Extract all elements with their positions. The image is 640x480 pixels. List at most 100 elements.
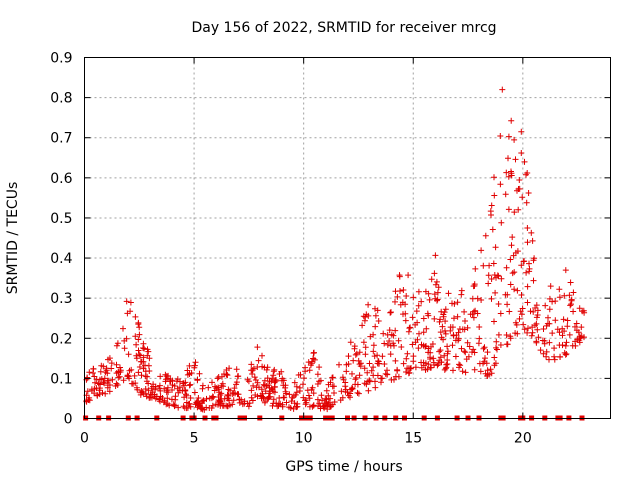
data-point <box>519 194 526 201</box>
data-point <box>504 301 511 308</box>
data-point <box>259 352 265 359</box>
data-point <box>171 403 178 410</box>
data-point <box>384 341 391 348</box>
data-point <box>520 321 527 328</box>
data-point <box>108 365 115 372</box>
data-point <box>196 370 203 377</box>
data-point <box>414 336 421 343</box>
data-point <box>462 369 469 376</box>
data-point <box>524 283 531 290</box>
data-point <box>186 362 193 369</box>
data-point <box>415 302 422 309</box>
data-point <box>362 351 369 358</box>
data-point <box>344 389 351 396</box>
data-point <box>508 242 515 249</box>
data-point <box>217 392 224 398</box>
data-point <box>436 348 443 355</box>
data-point <box>166 402 173 409</box>
data-point <box>340 376 347 383</box>
data-point <box>195 395 202 401</box>
data-point <box>478 247 485 254</box>
data-point <box>530 308 537 315</box>
data-point <box>138 358 145 365</box>
data-point <box>423 343 429 349</box>
data-point <box>444 343 451 350</box>
data-point <box>236 399 243 406</box>
data-point <box>480 262 487 269</box>
data-point <box>543 322 550 329</box>
data-point <box>551 353 558 360</box>
data-point <box>248 387 255 394</box>
data-point <box>355 390 362 397</box>
data-point <box>314 371 321 378</box>
y-tick-label: 0.1 <box>50 371 72 387</box>
data-point <box>96 376 103 383</box>
data-point <box>308 386 315 393</box>
data-point <box>216 389 223 396</box>
data-point <box>431 291 438 298</box>
data-point <box>191 364 198 371</box>
data-point <box>370 348 377 355</box>
data-point <box>503 341 510 348</box>
data-point <box>120 377 127 384</box>
data-point <box>100 379 107 386</box>
data-point <box>194 376 201 383</box>
data-point <box>308 358 315 365</box>
data-point <box>552 317 559 324</box>
data-point <box>286 391 293 398</box>
data-point <box>314 381 321 387</box>
data-point <box>490 260 497 267</box>
data-point <box>157 373 164 380</box>
data-point <box>144 373 151 380</box>
data-point <box>492 244 499 251</box>
data-point <box>336 361 342 368</box>
data-point <box>526 260 532 267</box>
data-point <box>296 384 303 391</box>
data-point <box>203 395 210 402</box>
data-point <box>472 265 479 272</box>
data-point <box>172 396 179 403</box>
data-point <box>323 396 330 403</box>
data-point <box>561 328 568 335</box>
data-point <box>497 181 504 188</box>
data-point <box>418 298 425 305</box>
data-point <box>462 318 468 324</box>
data-point <box>458 345 465 352</box>
data-point <box>302 368 309 375</box>
data-point <box>407 324 414 331</box>
data-point <box>386 338 393 344</box>
data-point <box>543 353 550 360</box>
data-point <box>514 187 520 194</box>
data-point <box>357 360 364 367</box>
data-point <box>451 315 457 322</box>
data-point <box>462 349 469 356</box>
data-point <box>454 313 461 320</box>
data-point <box>400 287 407 293</box>
data-point <box>431 315 438 322</box>
data-point <box>545 314 551 321</box>
data-point <box>470 308 477 315</box>
data-point <box>431 270 438 277</box>
data-point <box>90 365 97 372</box>
data-point <box>402 310 409 317</box>
data-point <box>351 345 358 352</box>
data-point <box>100 363 107 370</box>
data-point <box>425 361 432 368</box>
data-point <box>524 239 531 246</box>
data-point <box>105 356 111 363</box>
data-point <box>371 353 378 360</box>
data-point <box>259 390 266 397</box>
data-point <box>482 355 488 362</box>
data-point <box>366 360 373 367</box>
data-point <box>507 333 514 340</box>
data-point <box>310 402 317 409</box>
data-point <box>493 344 499 351</box>
data-point <box>524 225 531 231</box>
data-point <box>97 368 104 375</box>
data-point <box>132 333 139 340</box>
data-point <box>450 367 456 374</box>
data-point <box>123 335 130 342</box>
data-point <box>409 314 416 321</box>
data-point <box>113 361 120 368</box>
data-point <box>163 401 170 408</box>
